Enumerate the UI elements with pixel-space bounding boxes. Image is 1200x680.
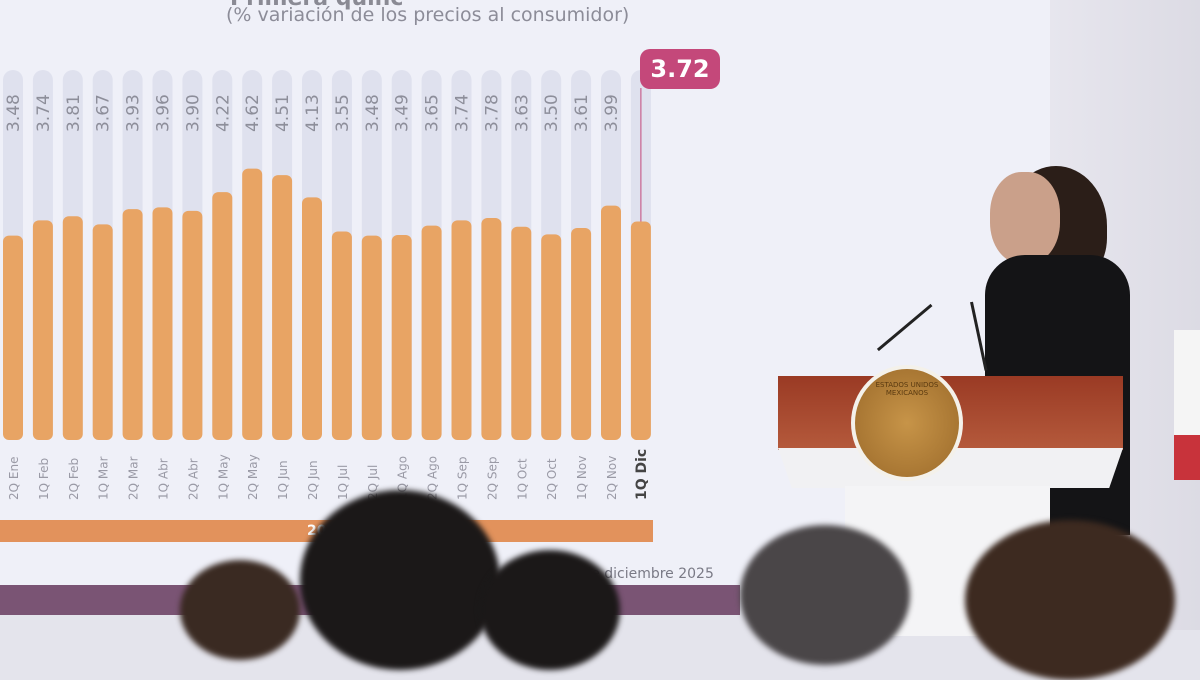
mexican-flag	[1174, 330, 1200, 480]
x-tick-label: 1Q Jun	[276, 460, 290, 500]
data-label: 3.61	[572, 94, 592, 132]
bar-1Q-Mar	[92, 224, 113, 440]
chart-title: Primera quinc	[230, 0, 403, 11]
x-tick-label: 2Q Ago	[426, 456, 440, 500]
data-label: 3.63	[512, 94, 532, 132]
chart-subtitle: (% variación de los precios al consumido…	[226, 4, 630, 26]
data-label: 4.62	[243, 94, 263, 132]
data-label: 3.48	[363, 94, 383, 132]
x-tick-label: 2Q Jun	[306, 460, 320, 500]
x-tick-label: 2Q Jul	[366, 465, 380, 500]
bar-1Q-Jul	[331, 231, 352, 440]
x-tick-label: 2Q Feb	[67, 458, 81, 500]
x-tick-label: 1Q May	[216, 454, 230, 500]
inflation-bar-chart: 3.48 2Q Ene 3.74 1Q Feb 3.81 2Q Feb 3.67 1Q Mar…	[3, 70, 651, 500]
data-label: 3.81	[64, 94, 84, 132]
data-label: 3.67	[94, 94, 114, 132]
highlight-value-badge: 3.72	[640, 49, 720, 89]
data-label: 3.90	[183, 94, 203, 132]
data-label: 3.99	[602, 94, 622, 132]
bar-2Q-Jul	[361, 235, 382, 440]
data-label: 3.93	[124, 94, 144, 132]
data-label: 4.13	[303, 94, 323, 132]
data-label: 3.74	[34, 94, 54, 132]
bar-1Q-May	[212, 192, 233, 440]
bar-2Q-Mar	[122, 209, 143, 440]
x-tick-label: 1Q Feb	[37, 458, 51, 500]
bar-1Q-Oct	[511, 226, 532, 440]
x-tick-label: 1Q Sep	[456, 456, 470, 500]
data-label: 3.49	[393, 94, 413, 132]
data-label: 3.55	[333, 94, 353, 132]
audience-head	[480, 550, 620, 670]
bar-2Q-Nov	[601, 205, 621, 440]
national-seal: ESTADOS UNIDOS MEXICANOS	[851, 365, 963, 481]
data-label: 3.78	[482, 94, 502, 132]
x-tick-label: 1Q Abr	[157, 458, 171, 500]
x-tick-label: 2Q Nov	[605, 456, 619, 500]
x-tick-label: 1Q Dic	[634, 449, 650, 500]
x-tick-label: 1Q Jul	[336, 465, 350, 500]
data-label: 4.22	[213, 94, 233, 132]
x-tick-label: 1Q Mar	[97, 456, 111, 500]
audience-head	[740, 525, 910, 665]
data-label: 3.50	[542, 94, 562, 132]
bar-1Q-Jun	[272, 175, 293, 440]
bar-2Q-May	[242, 168, 263, 440]
x-tick-label: 2Q Mar	[127, 456, 141, 500]
bar-2Q-Abr	[182, 210, 203, 440]
bar-1Q-Sep	[451, 220, 472, 440]
data-label: 3.48	[4, 94, 24, 132]
bar-2Q-Feb	[62, 216, 83, 440]
x-tick-label: 2Q May	[246, 454, 260, 500]
speaker-face	[990, 172, 1060, 264]
bar-2Q-Ene	[3, 235, 23, 440]
seal-text: ESTADOS UNIDOS MEXICANOS	[875, 381, 939, 397]
audience-head	[180, 560, 300, 660]
bar-1Q-Ago	[391, 235, 412, 440]
x-tick-label: 1Q Ago	[396, 456, 410, 500]
data-label: 3.96	[154, 94, 174, 132]
bar-2Q-Ago	[421, 225, 442, 440]
x-tick-label: 1Q Oct	[515, 458, 529, 500]
x-tick-label: 2Q Abr	[186, 458, 200, 500]
audience-head	[965, 520, 1175, 680]
bar-1Q-Nov	[571, 227, 592, 440]
x-tick-label: 2Q Ene	[7, 457, 21, 500]
data-label: 3.65	[423, 94, 443, 132]
x-tick-label: 2Q Sep	[485, 456, 499, 500]
data-label: 3.74	[453, 94, 473, 132]
audience-head	[300, 490, 500, 670]
x-tick-label: 1Q Nov	[575, 456, 589, 500]
x-tick-label: 2Q Oct	[545, 458, 559, 500]
bar-1Q-Abr	[152, 207, 173, 440]
bar-1Q-Dic	[630, 221, 651, 440]
bar-2Q-Oct	[541, 234, 562, 440]
presentation-screen: Primera quinc (% variación de los precio…	[0, 0, 1050, 590]
data-label: 4.51	[273, 94, 293, 132]
bar-2Q-Jun	[302, 197, 322, 440]
bar-1Q-Feb	[32, 220, 53, 440]
bar-2Q-Sep	[481, 217, 502, 440]
